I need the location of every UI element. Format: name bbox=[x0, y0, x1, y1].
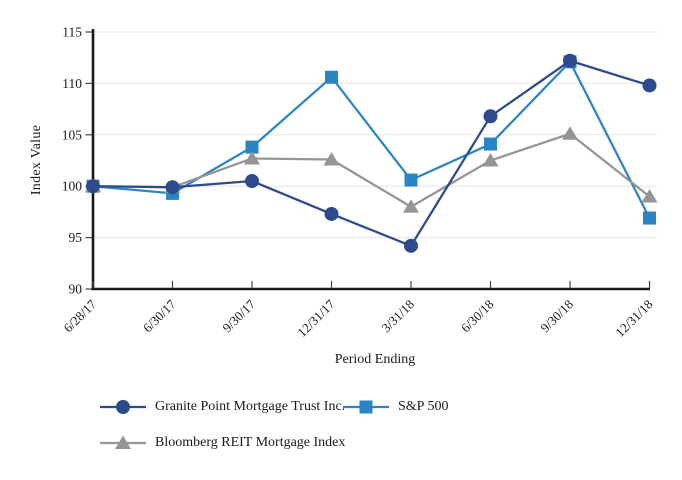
legend-marker-triangle-icon bbox=[100, 435, 146, 449]
y-axis-title: Index Value bbox=[29, 124, 44, 196]
legend-label-granite-point: Granite Point Mortgage Trust Inc. bbox=[155, 399, 346, 414]
data-point-marker bbox=[325, 70, 338, 84]
data-point-marker bbox=[562, 126, 578, 140]
legend-marker-square-icon bbox=[343, 400, 389, 414]
series-line bbox=[92, 132, 651, 209]
x-tick-label: 9/30/18 bbox=[537, 297, 576, 336]
y-tick-label: 115 bbox=[62, 25, 82, 40]
legend-label-bloomberg-reit: Bloomberg REIT Mortgage Index bbox=[155, 435, 346, 450]
data-point-marker bbox=[244, 150, 260, 165]
data-point-marker bbox=[643, 211, 656, 225]
y-tick-label: 90 bbox=[69, 282, 83, 297]
x-axis-title: Period Ending bbox=[334, 352, 416, 367]
data-point-marker bbox=[403, 199, 419, 213]
data-point-marker bbox=[641, 188, 658, 203]
legend-item-bloomberg-reit: Bloomberg REIT Mortgage Index bbox=[100, 435, 345, 451]
x-tick-label: 6/28/17 bbox=[60, 296, 99, 335]
y-tick-label: 110 bbox=[62, 76, 82, 91]
data-point-marker bbox=[484, 137, 497, 151]
data-point-marker bbox=[86, 179, 100, 194]
data-point-marker bbox=[483, 109, 498, 124]
data-point-marker bbox=[245, 140, 259, 154]
data-point-marker bbox=[404, 173, 418, 187]
x-tick-label: 12/31/17 bbox=[294, 296, 338, 340]
data-point-marker bbox=[482, 153, 499, 167]
x-tick-label: 6/30/17 bbox=[140, 296, 179, 335]
data-point-marker bbox=[245, 174, 259, 189]
legend-item-granite-point: Granite Point Mortgage Trust Inc. bbox=[100, 399, 345, 415]
y-tick-label: 100 bbox=[62, 179, 83, 194]
x-tick-label: 3/31/18 bbox=[378, 297, 417, 336]
x-tick-label: 12/31/18 bbox=[612, 297, 655, 340]
y-tick-label: 95 bbox=[69, 230, 83, 245]
data-point-marker bbox=[323, 151, 340, 166]
series-line bbox=[92, 59, 650, 248]
legend-marker-circle-icon bbox=[100, 400, 146, 414]
plot-area: 90 95 100 105 110 115 6/28/17 6/30/17 9/30/17 12/… bbox=[60, 25, 658, 340]
data-point-marker bbox=[165, 180, 180, 195]
data-point-marker bbox=[642, 78, 657, 93]
legend-label-sp500: S&P 500 bbox=[398, 399, 449, 414]
x-tick-label: 9/30/17 bbox=[219, 296, 258, 335]
x-tick-label: 6/30/18 bbox=[458, 297, 497, 336]
y-tick-label: 105 bbox=[62, 127, 83, 142]
legend-item-sp500: S&P 500 bbox=[343, 399, 448, 415]
data-point-marker bbox=[563, 53, 577, 68]
data-point-marker bbox=[324, 206, 339, 221]
data-point-marker bbox=[404, 238, 418, 253]
